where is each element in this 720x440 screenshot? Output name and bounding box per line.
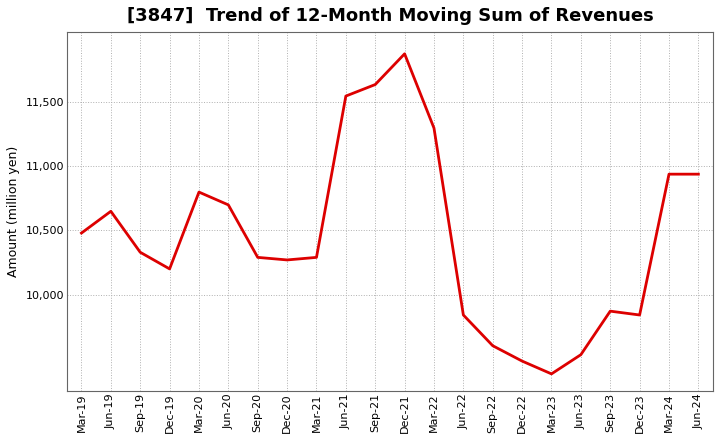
Y-axis label: Amount (million yen): Amount (million yen) [7, 146, 20, 277]
Title: [3847]  Trend of 12-Month Moving Sum of Revenues: [3847] Trend of 12-Month Moving Sum of R… [127, 7, 653, 25]
